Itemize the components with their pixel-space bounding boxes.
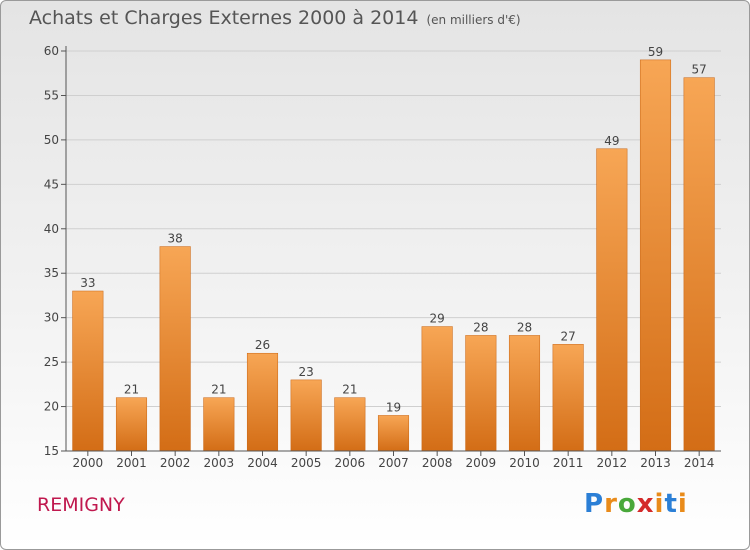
y-tick-label: 50 bbox=[44, 133, 59, 147]
data-label-2010: 28 bbox=[517, 320, 532, 334]
bar-2005 bbox=[290, 379, 322, 452]
y-tick-label: 35 bbox=[44, 266, 59, 280]
y-axis-ticks: 15 20 25 30 35 40 45 50 55 60 bbox=[44, 44, 66, 458]
x-tick-label: 2002 bbox=[160, 456, 191, 470]
axes bbox=[65, 46, 721, 452]
chart-title-text: Achats et Charges Externes 2000 à 2014 bbox=[29, 7, 419, 29]
bar-2010 bbox=[508, 335, 541, 452]
data-label-2000: 33 bbox=[80, 276, 95, 290]
data-label-2003: 21 bbox=[211, 383, 226, 397]
bar-2013 bbox=[639, 59, 672, 452]
bars bbox=[72, 59, 715, 452]
bar-2012 bbox=[596, 148, 628, 452]
bar-2004 bbox=[246, 352, 279, 452]
x-tick-label: 2006 bbox=[335, 456, 366, 470]
bar-2009 bbox=[465, 335, 497, 452]
x-tick-label: 2008 bbox=[422, 456, 453, 470]
data-label-2006: 21 bbox=[342, 383, 357, 397]
bar-2006 bbox=[334, 397, 366, 452]
logo-letter: r bbox=[604, 489, 618, 519]
logo-letter: o bbox=[617, 489, 637, 519]
data-label-2005: 23 bbox=[299, 365, 314, 379]
y-tick-label: 25 bbox=[44, 355, 59, 369]
logo-letter: i bbox=[677, 489, 688, 519]
logo-letter: x bbox=[636, 489, 655, 519]
y-tick-label: 45 bbox=[44, 177, 59, 191]
bar-2008 bbox=[421, 326, 453, 452]
proxiti-logo: Proxiti bbox=[584, 489, 688, 519]
bar-2014 bbox=[683, 77, 715, 452]
x-tick-label: 2005 bbox=[291, 456, 322, 470]
x-tick-label: 2009 bbox=[466, 456, 497, 470]
y-tick-label: 40 bbox=[44, 222, 59, 236]
x-tick-label: 2013 bbox=[640, 456, 671, 470]
x-axis-ticks: 2000 2001 2002 2003 2004 2005 2006 2007 2008 2009… bbox=[73, 451, 715, 470]
logo-letter: i bbox=[654, 489, 665, 519]
x-tick-label: 2000 bbox=[73, 456, 104, 470]
chart-subtitle: (en milliers d'€) bbox=[426, 13, 521, 27]
bar-2003 bbox=[203, 397, 235, 452]
y-tick-label: 55 bbox=[44, 88, 59, 102]
bar-2011 bbox=[552, 344, 584, 452]
data-label-2008: 29 bbox=[430, 312, 445, 326]
data-label-2009: 28 bbox=[473, 320, 488, 334]
bar-2007 bbox=[377, 415, 410, 452]
bar-2000 bbox=[72, 290, 104, 452]
data-label-2014: 57 bbox=[692, 63, 707, 77]
data-label-2002: 38 bbox=[168, 232, 183, 246]
logo-letter: P bbox=[584, 489, 605, 519]
data-label-2013: 59 bbox=[648, 45, 663, 59]
commune-name: REMIGNY bbox=[37, 494, 125, 516]
y-tick-label: 30 bbox=[44, 311, 59, 325]
x-tick-label: 2004 bbox=[247, 456, 278, 470]
x-tick-label: 2012 bbox=[597, 456, 628, 470]
logo-letter: t bbox=[664, 489, 678, 519]
y-tick-label: 20 bbox=[44, 400, 59, 414]
data-label-2001: 21 bbox=[124, 383, 139, 397]
data-label-2004: 26 bbox=[255, 338, 270, 352]
chart-title: Achats et Charges Externes 2000 à 2014 (e… bbox=[29, 7, 521, 29]
x-tick-label: 2007 bbox=[378, 456, 409, 470]
x-tick-label: 2001 bbox=[116, 456, 147, 470]
data-label-2007: 19 bbox=[386, 400, 401, 414]
data-labels: 33 21 38 21 26 23 21 19 29 28 28 27 49 59 57 bbox=[80, 45, 707, 415]
x-tick-label: 2003 bbox=[204, 456, 235, 470]
x-tick-label: 2011 bbox=[553, 456, 584, 470]
y-tick-label: 60 bbox=[44, 44, 59, 58]
x-tick-label: 2014 bbox=[684, 456, 715, 470]
bar-2001 bbox=[115, 397, 148, 452]
data-label-2012: 49 bbox=[604, 134, 619, 148]
y-tick-label: 15 bbox=[44, 444, 59, 458]
bar-2002 bbox=[159, 246, 191, 452]
x-tick-label: 2010 bbox=[509, 456, 540, 470]
data-label-2011: 27 bbox=[561, 329, 576, 343]
